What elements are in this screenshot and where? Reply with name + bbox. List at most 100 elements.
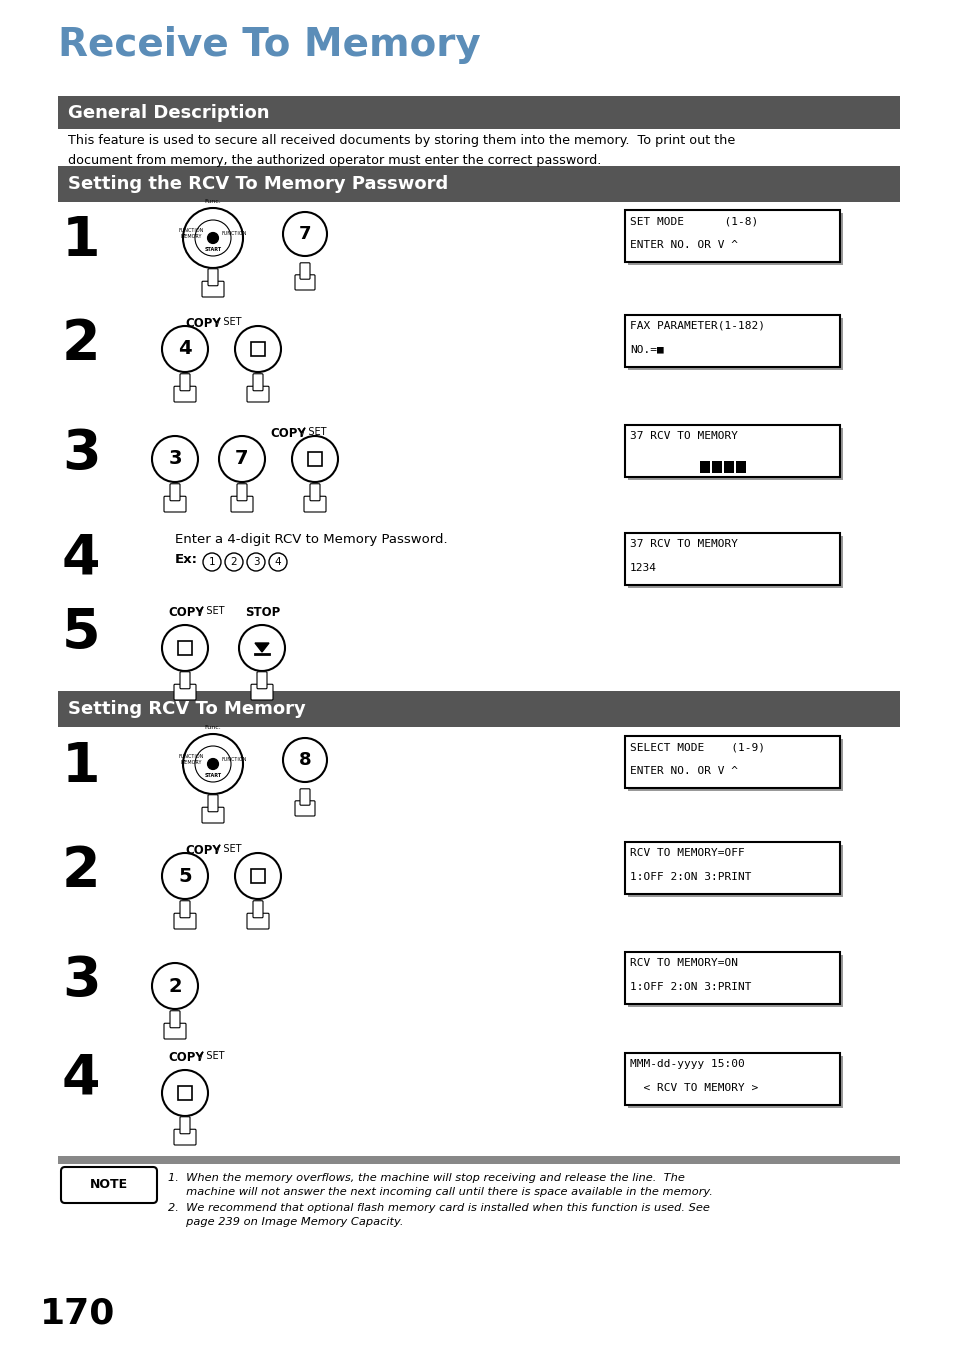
Bar (624, 842, 840, 894)
FancyBboxPatch shape (253, 374, 263, 390)
Text: STOP: STOP (245, 607, 280, 619)
Text: 3: 3 (253, 557, 259, 567)
Text: NOTE: NOTE (90, 1178, 128, 1192)
Text: 1234: 1234 (629, 562, 657, 573)
Text: Func.: Func. (204, 200, 221, 204)
FancyBboxPatch shape (202, 281, 224, 297)
Circle shape (152, 963, 198, 1009)
Text: RCV TO MEMORY=OFF: RCV TO MEMORY=OFF (629, 848, 744, 858)
Text: This feature is used to secure all received documents by storing them into the m: This feature is used to secure all recei… (68, 134, 735, 168)
FancyBboxPatch shape (304, 496, 326, 512)
Text: COPY: COPY (185, 317, 220, 330)
Text: 1.  When the memory overflows, the machine will stop receiving and release the l: 1. When the memory overflows, the machin… (168, 1173, 712, 1197)
FancyBboxPatch shape (253, 901, 263, 917)
Circle shape (152, 436, 198, 482)
Text: 4: 4 (62, 1051, 100, 1105)
FancyBboxPatch shape (180, 374, 190, 390)
Text: / SET: / SET (216, 317, 241, 327)
FancyBboxPatch shape (294, 801, 314, 816)
Circle shape (183, 208, 243, 267)
Circle shape (194, 746, 231, 782)
Text: 7: 7 (235, 450, 249, 469)
Text: / SET: / SET (302, 427, 326, 436)
Bar (711, 461, 721, 473)
Text: FUNCTION: FUNCTION (222, 757, 247, 762)
Text: 7: 7 (298, 226, 311, 243)
Bar (251, 869, 265, 884)
Bar (58, 690, 899, 727)
Text: Setting the RCV To Memory Password: Setting the RCV To Memory Password (68, 176, 448, 193)
Text: 2: 2 (231, 557, 237, 567)
Text: 1:OFF 2:ON 3:PRINT: 1:OFF 2:ON 3:PRINT (629, 982, 751, 992)
Text: FUNCTION: FUNCTION (222, 231, 247, 236)
Text: 1:OFF 2:ON 3:PRINT: 1:OFF 2:ON 3:PRINT (629, 871, 751, 882)
FancyBboxPatch shape (170, 484, 180, 501)
Text: 1: 1 (62, 213, 100, 267)
Text: Func.: Func. (204, 725, 221, 731)
Text: COPY: COPY (185, 844, 220, 857)
Text: / SET: / SET (200, 1051, 224, 1061)
FancyBboxPatch shape (164, 1023, 186, 1039)
Text: / SET: / SET (200, 607, 224, 616)
FancyBboxPatch shape (180, 1117, 190, 1133)
FancyBboxPatch shape (164, 496, 186, 512)
Text: NO.=■: NO.=■ (629, 345, 663, 354)
Circle shape (234, 852, 281, 898)
Circle shape (234, 326, 281, 372)
Circle shape (208, 759, 218, 770)
FancyBboxPatch shape (170, 1011, 180, 1028)
Text: 4: 4 (274, 557, 281, 567)
Text: COPY: COPY (168, 1051, 204, 1065)
Text: 3: 3 (168, 450, 182, 469)
Circle shape (247, 553, 265, 571)
Circle shape (194, 220, 231, 255)
Bar (178, 640, 192, 655)
Circle shape (225, 553, 243, 571)
FancyBboxPatch shape (231, 496, 253, 512)
Text: / SET: / SET (216, 844, 241, 854)
FancyBboxPatch shape (299, 263, 310, 280)
Text: Ex:: Ex: (174, 553, 198, 566)
Text: 5: 5 (178, 866, 192, 885)
Text: 5: 5 (62, 607, 100, 661)
Bar (178, 1086, 192, 1100)
Bar (627, 955, 842, 1006)
Text: ENTER NO. OR V ^: ENTER NO. OR V ^ (629, 766, 738, 775)
Text: SELECT MODE    (1-9): SELECT MODE (1-9) (629, 742, 764, 753)
Circle shape (269, 553, 287, 571)
Text: ENTER NO. OR V ^: ENTER NO. OR V ^ (629, 239, 738, 250)
Text: RCV TO MEMORY=ON: RCV TO MEMORY=ON (629, 958, 738, 969)
Text: START: START (204, 247, 221, 251)
Text: 3: 3 (62, 427, 100, 481)
Text: 4: 4 (62, 531, 100, 585)
Bar (58, 166, 899, 203)
FancyBboxPatch shape (294, 274, 314, 290)
Text: SET MODE      (1-8): SET MODE (1-8) (629, 216, 758, 226)
Circle shape (239, 626, 285, 671)
Text: Enter a 4-digit RCV to Memory Password.: Enter a 4-digit RCV to Memory Password. (174, 534, 447, 546)
Circle shape (208, 232, 218, 243)
Circle shape (203, 553, 221, 571)
FancyBboxPatch shape (208, 794, 218, 812)
Bar (624, 315, 840, 367)
Circle shape (219, 436, 265, 482)
Circle shape (162, 852, 208, 898)
FancyBboxPatch shape (180, 671, 190, 689)
Bar (700, 461, 709, 473)
Circle shape (162, 326, 208, 372)
Text: 3: 3 (62, 954, 100, 1008)
FancyBboxPatch shape (247, 386, 269, 403)
Bar (627, 428, 842, 480)
FancyBboxPatch shape (256, 671, 267, 689)
Text: 2.  We recommend that optional flash memory card is installed when this function: 2. We recommend that optional flash memo… (168, 1202, 709, 1227)
Text: 37 RCV TO MEMORY: 37 RCV TO MEMORY (629, 431, 738, 440)
Text: 1: 1 (209, 557, 215, 567)
Circle shape (283, 738, 327, 782)
FancyBboxPatch shape (236, 484, 247, 501)
Text: START: START (204, 773, 221, 778)
Text: 1: 1 (62, 740, 100, 794)
FancyBboxPatch shape (247, 913, 269, 929)
Circle shape (162, 626, 208, 671)
Text: COPY: COPY (168, 607, 204, 619)
Bar (627, 536, 842, 588)
